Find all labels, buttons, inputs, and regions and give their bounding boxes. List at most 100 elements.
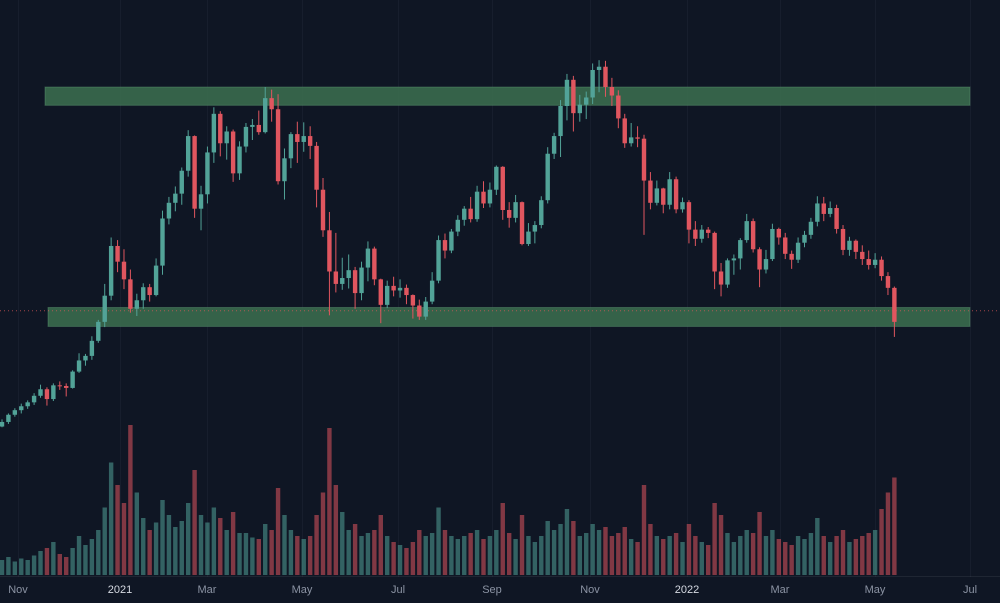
candle-body bbox=[57, 385, 62, 387]
volume-bar bbox=[616, 533, 621, 575]
volume-bar bbox=[237, 533, 242, 575]
candle-body bbox=[462, 208, 467, 220]
volume-bar bbox=[847, 542, 852, 575]
candle-body bbox=[628, 137, 634, 144]
volume-bar bbox=[686, 524, 692, 575]
candle-body bbox=[423, 301, 428, 317]
candle-body bbox=[307, 136, 313, 146]
candle-body bbox=[89, 340, 95, 356]
volume-bar bbox=[205, 522, 210, 575]
volume-bar bbox=[609, 536, 615, 575]
candle-body bbox=[738, 240, 743, 259]
candle-body bbox=[494, 166, 499, 190]
volume-bar bbox=[51, 542, 56, 575]
volume-bar bbox=[815, 518, 820, 575]
volume-bar bbox=[455, 539, 461, 575]
volume-bar bbox=[96, 530, 101, 575]
volume-bar bbox=[641, 485, 647, 575]
volume-bar bbox=[404, 548, 409, 575]
candle-body bbox=[64, 385, 69, 388]
candle-body bbox=[506, 210, 512, 218]
candle-body bbox=[160, 218, 165, 266]
candle-body bbox=[706, 229, 711, 233]
volume-bar bbox=[352, 524, 358, 575]
volume-bar bbox=[12, 561, 18, 575]
candle-body bbox=[757, 249, 762, 270]
volume-bar bbox=[102, 507, 107, 575]
candle-body bbox=[141, 287, 146, 301]
candle-body bbox=[256, 124, 261, 133]
volume-bar bbox=[64, 557, 69, 575]
candlestick-chart[interactable] bbox=[0, 0, 1000, 577]
volume-bar bbox=[757, 512, 762, 575]
candle-body bbox=[76, 360, 82, 372]
volume-bar bbox=[340, 512, 345, 575]
candle-body bbox=[372, 248, 377, 280]
volume-bar bbox=[725, 533, 730, 575]
volume-bar bbox=[218, 518, 223, 575]
candle-body bbox=[237, 146, 242, 174]
candle-body bbox=[648, 180, 653, 203]
volume-bar bbox=[391, 542, 396, 575]
volume-bar bbox=[365, 533, 371, 575]
volume-bar bbox=[301, 539, 306, 575]
volume-bar bbox=[243, 533, 249, 575]
volume-bar bbox=[487, 536, 493, 575]
volume-bar bbox=[879, 509, 884, 575]
candle-body bbox=[853, 240, 859, 252]
candle-body bbox=[378, 279, 383, 305]
candle-body bbox=[6, 414, 11, 422]
demand-zone[interactable] bbox=[47, 306, 971, 327]
candle-body bbox=[96, 321, 101, 341]
volume-bar bbox=[731, 542, 737, 575]
time-axis-label: Nov bbox=[8, 584, 28, 596]
candle-body bbox=[872, 259, 878, 265]
volume-bar bbox=[622, 527, 627, 575]
supply-zone[interactable] bbox=[44, 86, 971, 106]
volume-bar bbox=[108, 462, 114, 575]
volume-bar bbox=[584, 533, 589, 575]
candle-body bbox=[250, 124, 255, 127]
volume-bar bbox=[19, 558, 24, 575]
volume-bar bbox=[532, 542, 538, 575]
time-axis[interactable]: Nov 2021 Mar May Jul Sep Nov 2022 Mar May Jul bbox=[0, 576, 1000, 603]
candle-body bbox=[269, 98, 274, 110]
candle-body bbox=[590, 70, 595, 98]
candle-body bbox=[282, 158, 287, 182]
candle-body bbox=[51, 385, 56, 400]
volume-bar bbox=[410, 542, 416, 575]
volume-bar bbox=[474, 530, 480, 575]
candle-body bbox=[661, 188, 666, 205]
volume-bar bbox=[667, 536, 672, 575]
volume-bar bbox=[500, 503, 505, 575]
candle-body bbox=[179, 170, 184, 194]
volume-bar bbox=[628, 539, 634, 575]
candle-body bbox=[38, 389, 43, 396]
volume-bar bbox=[378, 515, 383, 575]
candle-body bbox=[770, 228, 775, 260]
volume-bar bbox=[25, 560, 30, 575]
volume-bar bbox=[526, 536, 531, 575]
candle-body bbox=[449, 231, 454, 251]
candle-body bbox=[840, 228, 846, 250]
volume-bar bbox=[320, 492, 326, 575]
volume-bar bbox=[230, 512, 236, 575]
time-axis-label: Jul bbox=[390, 584, 406, 596]
candle-body bbox=[603, 66, 608, 88]
candle-body bbox=[455, 219, 461, 232]
volume-bar bbox=[128, 425, 133, 575]
volume-bar bbox=[866, 533, 871, 575]
volume-bar bbox=[288, 530, 294, 575]
candle-body bbox=[436, 240, 441, 281]
volume-bar bbox=[673, 533, 679, 575]
volume-bar bbox=[699, 542, 704, 575]
candle-body bbox=[134, 300, 140, 309]
candle-body bbox=[224, 131, 229, 144]
candle-body bbox=[654, 188, 660, 203]
candle-body bbox=[532, 225, 538, 232]
candle-body bbox=[128, 279, 133, 309]
candle-body bbox=[834, 208, 839, 229]
volume-bar bbox=[481, 539, 486, 575]
volume-bar bbox=[750, 533, 756, 575]
